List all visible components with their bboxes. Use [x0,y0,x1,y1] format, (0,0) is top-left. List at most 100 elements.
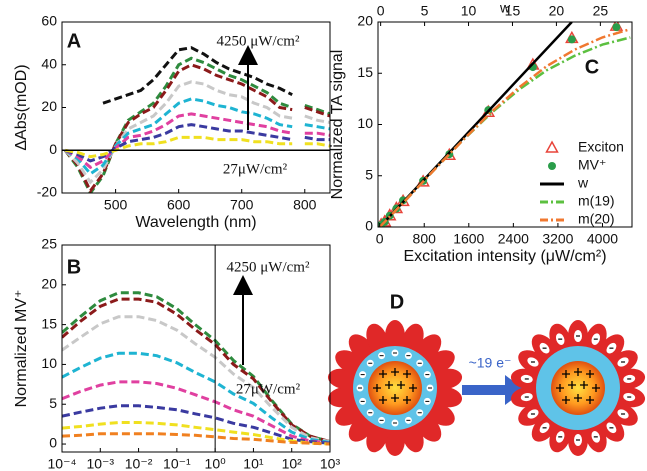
hole [562,370,570,378]
y-axis-label: ΔAbs(mOD) [13,64,30,150]
y-tick-label: 15 [357,64,373,80]
y-tick-label: 15 [41,315,57,331]
x2-axis-label: w [499,0,511,16]
x-tick-label: 500 [104,197,128,213]
x-tick-label: 700 [230,197,254,213]
y-tick-label: 40 [41,55,57,71]
x-tick-label: 600 [167,197,191,213]
frame [61,244,331,453]
hole [373,384,381,392]
y-tick-label: 20 [41,98,57,114]
x-tick-label: 10⁻³ [86,456,114,471]
data-point [567,35,576,44]
data-line [64,97,330,176]
plot-area [378,22,631,227]
data-line [62,380,330,445]
panel-label: B [67,256,81,278]
x2-tick-label: 20 [549,3,565,19]
y-tick-label: 10 [357,115,373,131]
x-tick-label: 0 [376,231,384,247]
ligand [401,421,424,453]
ligand [425,350,455,374]
y-tick-label: 0 [49,141,57,157]
data-line [62,404,330,445]
y-tick-label: 10 [41,355,57,371]
arrow-label: ~19 e⁻ [469,355,512,371]
ligand [430,368,463,390]
data-line [62,432,330,446]
legend-label: m(20) [578,211,615,227]
legend-label: MV⁺ [578,157,606,173]
ligand [430,386,463,408]
data-line [64,80,330,185]
data-line [63,56,330,193]
hole [391,394,399,402]
legend-label: w [577,175,589,191]
hole [568,381,576,389]
annotation: 27μW/cm² [223,161,288,177]
y-tick-label: 5 [365,166,373,182]
annotation: 4250 μW/cm² [227,259,310,275]
y-tick-label: 5 [49,395,57,411]
y-tick-label: 25 [41,236,57,252]
plot-area [63,46,330,193]
x-tick-label: 10¹ [243,456,264,471]
hole [580,381,588,389]
x2-tick-label: 25 [593,3,609,19]
data-line [62,315,330,444]
plot-area [62,291,330,446]
ligand [366,323,389,355]
x2-tick-label: 15 [505,3,521,19]
legend-label: m(19) [578,193,615,209]
hole [562,396,570,404]
data-line [62,297,330,444]
x-tick-label: 3200 [542,231,573,247]
legend-marker [548,162,556,170]
data-line [378,22,573,227]
x-axis-label: Excitation intensity (μW/cm²) [403,248,606,265]
hole [379,396,387,404]
ligand [327,386,360,408]
legend-label: Exciton [578,139,624,155]
x-tick-label: 2400 [498,231,529,247]
y-axis-label: Normalized TA signal [329,50,346,200]
y-tick-label: 0 [49,435,57,451]
data-line [64,112,330,170]
x-tick-label: 10⁻¹ [163,456,191,471]
data-point [612,23,621,32]
y-tick-label: 20 [357,13,373,29]
y-tick-label: 60 [41,13,57,29]
y-tick-label: 0 [365,218,373,234]
hole [574,368,582,376]
x-tick-label: 10⁻⁴ [48,456,77,471]
annotation: 27μW/cm² [236,381,301,397]
x-tick-label: 10⁻² [125,456,153,471]
data-line [64,123,330,163]
x-axis-label: Wavelength (nm) [135,214,256,231]
data-line [62,421,330,446]
ligand [385,320,405,352]
data-line [64,135,330,159]
y-axis-label: Normalized MV⁺ [13,290,30,408]
hole [409,384,417,392]
hole [403,396,411,404]
x2-tick-label: 5 [421,3,429,19]
y-tick-label: -20 [37,184,57,200]
x2-tick-label: 10 [461,3,477,19]
legend-marker [545,140,559,153]
hole [586,370,594,378]
hole [556,384,564,392]
hole [574,394,582,402]
transfer-arrow [462,375,525,405]
panel-label: C [585,56,599,78]
data-line [62,291,330,444]
x-tick-label: 10² [282,456,303,471]
data-line [102,46,293,105]
data-line [64,63,330,193]
y-tick-label: 20 [41,276,57,292]
annotation: 4250 μW/cm² [217,33,300,49]
ligand [327,368,360,390]
